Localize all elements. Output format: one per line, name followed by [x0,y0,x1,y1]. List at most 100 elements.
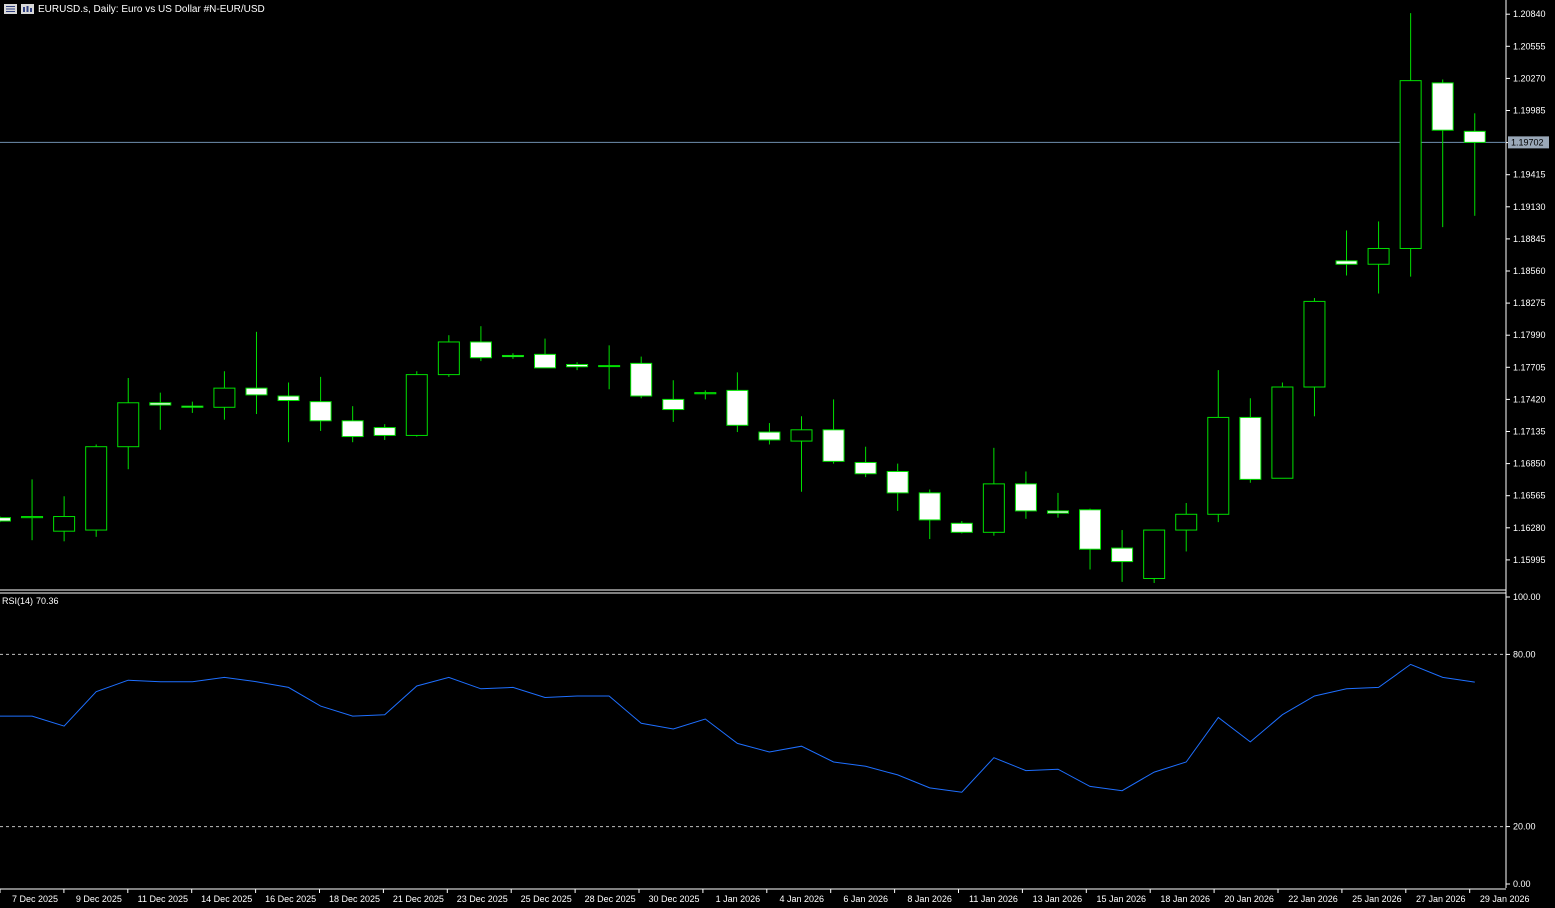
candle-bear [309,401,332,422]
price-tick-label: 1.20270 [1513,73,1546,83]
price-tick-label: 1.15995 [1513,555,1546,565]
candle-bear [469,341,492,359]
candle-bear [1014,483,1037,512]
time-tick-label: 13 Jan 2026 [1033,894,1083,904]
candle-bear [1431,82,1454,131]
time-tick-label: 6 Jan 2026 [843,894,888,904]
candle-bull [598,365,621,368]
price-tick-label: 1.18275 [1513,298,1546,308]
price-tick-label: 1.20840 [1513,9,1546,19]
price-tick-label: 1.17705 [1513,362,1546,372]
candle-bear [1335,260,1358,265]
candles [0,13,1486,583]
price-tick-label: 1.16850 [1513,459,1546,469]
time-tick-label: 30 Dec 2025 [648,894,699,904]
candle-bull [1303,300,1326,388]
time-tick-label: 18 Dec 2025 [329,894,380,904]
price-tick-label: 1.19415 [1513,170,1546,180]
time-tick-label: 21 Dec 2025 [393,894,444,904]
candle-bull [85,446,108,531]
candle-bear [1239,416,1262,480]
time-tick-label: 16 Dec 2025 [265,894,316,904]
candle-bull [1367,247,1390,265]
rsi-tick-label: 100.00 [1513,592,1541,602]
rsi-panel [0,653,1506,828]
price-axis[interactable]: 1.208401.205551.202701.199851.197001.194… [1506,9,1549,889]
candle-bear [630,362,653,397]
price-tick-label: 1.19130 [1513,202,1546,212]
time-tick-label: 8 Jan 2026 [907,894,952,904]
time-tick-label: 28 Dec 2025 [585,894,636,904]
candle-bear [886,470,909,494]
price-tick-label: 1.18560 [1513,266,1546,276]
time-tick-label: 23 Dec 2025 [457,894,508,904]
current-price-tag [1508,136,1549,149]
candle-bull [982,483,1005,533]
candle-bull [117,402,140,448]
candle-bear [149,402,172,406]
price-tick-label: 1.17420 [1513,394,1546,404]
time-tick-label: 22 Jan 2026 [1288,894,1338,904]
candle-bear [822,429,845,462]
time-tick-label: 7 Dec 2025 [12,894,58,904]
rsi-tick-label: 20.00 [1513,822,1536,832]
time-tick-label: 15 Jan 2026 [1097,894,1147,904]
candle-bull [213,387,236,408]
current-price-label: 1.19702 [1511,137,1544,147]
candle-bear [245,387,268,396]
axes-frame [0,0,1507,890]
rsi-tick-label: 80.00 [1513,649,1536,659]
candle-bear [373,427,396,436]
time-tick-label: 18 Jan 2026 [1160,894,1210,904]
rsi-indicator-label: RSI(14) 70.36 [2,596,62,606]
price-tick-label: 1.17990 [1513,330,1546,340]
candle-bear [277,395,300,402]
price-tick-label: 1.18845 [1513,234,1546,244]
menu-lines-icon[interactable] [4,4,17,14]
time-tick-label: 11 Jan 2026 [969,894,1018,904]
rsi-name: RSI(14) [2,596,34,606]
candle-bull [21,516,44,519]
candle-bull [53,516,76,532]
candle-bear [501,354,524,358]
chart-window-icon[interactable] [21,4,34,14]
price-tick-label: 1.16280 [1513,523,1546,533]
candle-bull [1271,386,1294,479]
candle-bull [694,392,717,395]
candle-bull [405,374,428,436]
price-tick-label: 1.16565 [1513,491,1546,501]
price-tick-label: 1.17135 [1513,426,1546,436]
rsi-value: 70.36 [36,596,59,606]
candle-bear [950,522,973,533]
price-tick-label: 1.20555 [1513,41,1546,51]
time-tick-label: 1 Jan 2026 [716,894,761,904]
time-tick-label: 29 Jan 2026 [1480,894,1530,904]
time-tick-label: 25 Jan 2026 [1352,894,1402,904]
time-tick-label: 27 Jan 2026 [1416,894,1466,904]
time-tick-label: 11 Dec 2025 [138,894,188,904]
candle-bear [662,398,685,411]
time-tick-label: 4 Jan 2026 [780,894,825,904]
rsi-tick-label: 0.00 [1513,879,1531,889]
candle-bear [918,492,941,521]
chart-title-bar: EURUSD.s, Daily: Euro vs US Dollar #N-EU… [4,2,265,16]
candle-bull [1143,529,1166,579]
candle-bear [854,461,877,475]
candle-bear [726,389,749,426]
candle-bear [341,420,364,438]
candle-bull [790,429,813,442]
candle-bear [1463,130,1486,143]
candle-bear [1079,509,1102,550]
candle-bull [437,341,460,376]
rsi-line [0,663,1475,793]
time-axis[interactable]: 7 Dec 2025 9 Dec 2025 11 Dec 2025 14 Dec 20… [0,889,1529,904]
time-tick-label: 20 Jan 2026 [1224,894,1274,904]
candle-bull [1399,80,1422,249]
candle-bull [1175,513,1198,531]
time-tick-label: 14 Dec 2025 [201,894,252,904]
time-tick-label: 25 Dec 2025 [521,894,572,904]
candle-bear [534,353,557,369]
candle-bear [1046,510,1069,514]
